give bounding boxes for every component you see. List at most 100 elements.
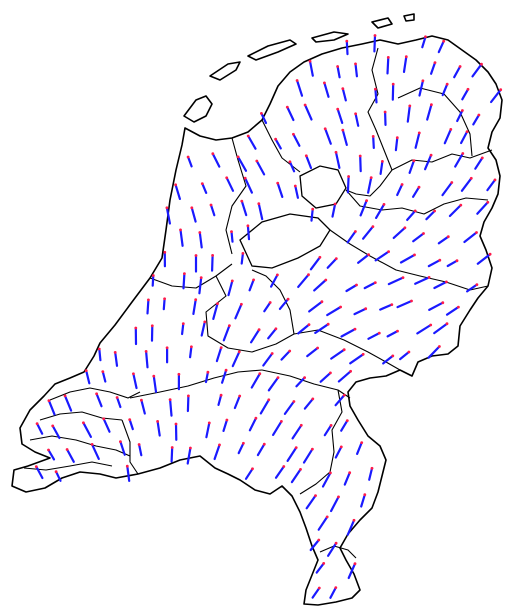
- vector-arrow-head: [316, 346, 319, 350]
- vector-arrow: [426, 103, 433, 121]
- zeeland-estuary-3: [29, 435, 131, 457]
- vector-arrow: [250, 372, 261, 389]
- vector-arrow: [474, 156, 484, 170]
- vector-arrow: [259, 398, 270, 415]
- vector-arrow: [215, 346, 223, 363]
- vector-arrow: [182, 272, 186, 290]
- vector-arrow-head: [480, 62, 483, 66]
- vector-arrow-head: [228, 324, 231, 327]
- vector-arrow: [356, 441, 363, 455]
- vector-arrow: [359, 154, 362, 173]
- vector-arrow-head: [413, 253, 416, 257]
- vector-arrow-head: [403, 226, 407, 230]
- vector-arrow-head: [209, 203, 213, 207]
- vector-arrow: [353, 307, 367, 316]
- vector-arrow: [430, 61, 437, 75]
- vector-arrow: [427, 345, 441, 359]
- vector-arrow-head: [391, 354, 395, 358]
- vector-arrow-head: [194, 298, 198, 302]
- vector-arrow: [460, 177, 473, 192]
- vector-arrow: [433, 280, 448, 290]
- vector-arrow: [294, 184, 299, 199]
- vector-arrow-head: [140, 398, 143, 402]
- vector-arrow: [204, 371, 209, 384]
- vector-arrow-head: [63, 394, 67, 398]
- vector-arrow-head: [477, 113, 481, 117]
- vector-arrow-head: [400, 183, 404, 186]
- vector-arrow: [406, 104, 411, 123]
- vector-arrow: [222, 324, 231, 342]
- vector-arrow-head: [369, 176, 373, 180]
- vector-arrow-head: [360, 441, 364, 444]
- island-schiermonnikoog: [371, 17, 393, 29]
- vector-arrow: [151, 274, 155, 287]
- vector-arrow: [126, 465, 131, 482]
- vector-arrow: [35, 465, 44, 480]
- vector-arrow-head: [404, 55, 408, 59]
- vector-arrow: [237, 442, 245, 455]
- vector-arrow: [327, 542, 338, 557]
- vector-arrow: [247, 134, 257, 150]
- vector-arrow-head: [455, 259, 459, 263]
- vector-arrow-head: [252, 278, 256, 282]
- vector-arrow-head: [165, 346, 169, 350]
- vector-arrow: [225, 176, 235, 192]
- vector-arrow-head: [307, 323, 311, 326]
- vector-arrow-head: [341, 128, 345, 132]
- vector-arrow-head: [493, 178, 497, 182]
- boundary-overijssel-gelderland: [329, 229, 489, 291]
- vector-arrow: [319, 371, 332, 383]
- vector-arrow-head: [445, 82, 449, 86]
- island-vlieland: [209, 61, 241, 81]
- vector-arrow-head: [429, 323, 433, 327]
- vector-arrow: [308, 60, 314, 77]
- vector-arrow-head: [206, 370, 210, 374]
- noordoostpolder: [299, 165, 347, 209]
- vector-arrow-head: [128, 418, 132, 421]
- vector-arrow-head: [282, 465, 286, 468]
- vector-arrow-head: [361, 352, 365, 356]
- vector-arrow-head: [295, 79, 299, 82]
- vector-arrow: [35, 422, 44, 435]
- vector-arrow: [198, 231, 203, 249]
- vector-arrow: [302, 448, 314, 464]
- vector-arrow-head: [461, 152, 465, 155]
- vector-arrow: [323, 424, 333, 437]
- vector-arrow: [448, 204, 462, 218]
- vector-arrow-head: [390, 303, 394, 306]
- vector-arrow: [308, 300, 323, 313]
- boundary-utrecht: [205, 269, 295, 353]
- vector-arrow-head: [304, 154, 308, 158]
- vector-arrow: [386, 56, 390, 75]
- vector-arrow-head: [401, 276, 405, 279]
- vector-arrow: [179, 228, 184, 247]
- vector-arrow: [346, 230, 357, 244]
- vector-arrow: [292, 133, 301, 147]
- vector-arrow: [340, 328, 357, 338]
- vector-arrow-head: [150, 324, 154, 328]
- vector-arrow: [90, 443, 100, 460]
- vector-arrow: [128, 418, 134, 431]
- vector-arrow: [336, 107, 344, 125]
- vector-arrow-head: [216, 302, 219, 305]
- vector-arrow-head: [353, 562, 357, 566]
- vector-arrow: [201, 182, 208, 194]
- island-ameland: [311, 31, 349, 43]
- vector-arrow-head: [430, 103, 433, 107]
- vector-arrow: [387, 276, 405, 286]
- vector-arrow: [486, 178, 497, 192]
- vector-arrow-head: [475, 231, 478, 234]
- vector-arrow: [330, 348, 346, 360]
- vector-arrow-head: [224, 368, 228, 372]
- vector-arrow-head: [47, 399, 51, 402]
- vector-arrow-head: [237, 350, 241, 354]
- vector-arrow: [310, 208, 314, 222]
- vector-arrow: [244, 467, 254, 480]
- vector-arrow-head: [339, 305, 342, 309]
- vector-arrow-head: [260, 112, 263, 115]
- vector-arrow-head: [341, 87, 345, 90]
- vector-arrow: [334, 394, 346, 407]
- vector-arrow: [443, 128, 452, 145]
- vector-arrow-head: [97, 347, 101, 351]
- vector-arrow-head: [421, 79, 425, 83]
